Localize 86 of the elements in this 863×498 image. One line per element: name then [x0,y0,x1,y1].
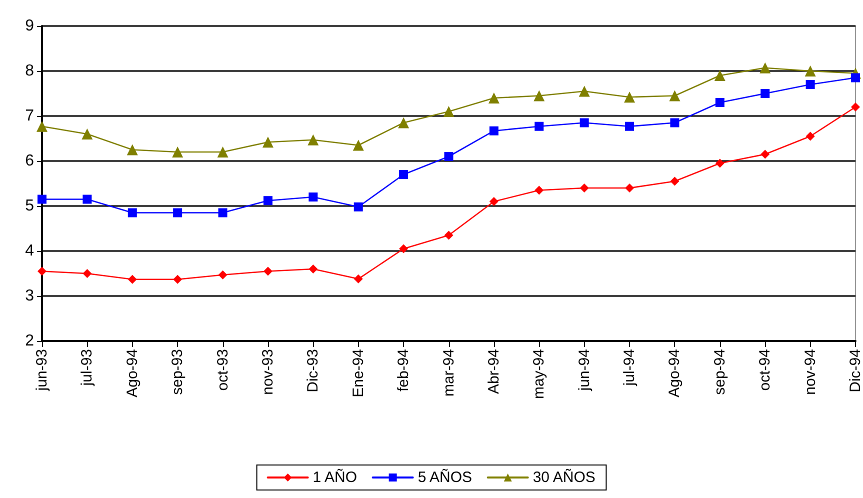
point [851,102,860,112]
point [173,274,182,284]
x-tick-label: jul-93 [78,349,96,387]
point [399,170,408,179]
x-tick-label: sep-93 [169,349,186,395]
point [534,186,544,195]
x-tick-label: oct-94 [756,349,774,391]
x-tick-label: sep-94 [711,349,728,395]
point [38,266,46,276]
point [580,184,589,192]
point [444,230,454,240]
y-tick-label: 2 [25,332,34,350]
x-tick-label: nov-94 [802,349,819,395]
legend-label: 5 AÑOS [418,468,472,486]
point [218,208,228,218]
point [354,202,363,212]
point [851,73,860,82]
point [670,118,680,128]
point [534,122,544,131]
x-tick-label: mar-94 [440,349,458,397]
point [398,117,410,128]
point [489,126,498,136]
point [82,194,92,204]
point [714,70,726,81]
point [36,120,48,132]
point [804,66,816,76]
x-tick-label: oct-93 [214,349,232,391]
legend-label: 1 AÑO [312,468,357,486]
point [534,90,545,102]
x-tick-label: Ago-94 [666,349,684,398]
point [489,197,498,206]
y-tick-label: 7 [25,108,34,124]
y-tick-label: 5 [25,198,34,214]
point [38,194,46,204]
point [218,270,228,280]
point [715,158,724,168]
point [443,106,454,117]
point [263,196,272,206]
x-tick-label: jul-94 [621,349,638,387]
legend-label: 30 AÑOS [532,468,596,486]
point [760,150,770,159]
point [670,176,680,186]
point [444,152,454,161]
point [308,192,318,202]
point [760,62,771,74]
x-tick-label: Ago-94 [124,349,141,398]
point [624,92,636,103]
point [354,274,363,284]
point [308,264,318,274]
point [625,184,634,192]
point [352,140,364,151]
point [578,86,590,97]
point [82,128,93,140]
x-tick-label: jun-93 [34,349,50,392]
point [172,146,184,158]
point [217,146,228,158]
x-tick-label: Abr-94 [485,349,502,394]
point [262,136,274,148]
x-tick-label: Dic-94 [847,349,863,392]
point [580,118,589,128]
x-tick-label: may-94 [530,349,548,400]
point [126,144,138,156]
point [488,92,500,104]
y-tick-label: 4 [25,242,34,260]
x-tick-label: Ene-94 [350,349,367,398]
y-tick-label: 6 [25,152,34,170]
point [173,208,182,218]
point [263,266,272,276]
y-tick-label: 8 [25,62,34,80]
x-tick-label: jun-94 [576,349,593,392]
point [128,274,137,284]
y-tick-label: 9 [25,18,34,34]
point [625,122,634,131]
point [669,90,680,102]
point [715,98,724,107]
point [82,269,92,278]
x-tick-label: Dic-93 [304,349,322,392]
x-tick-label: nov-93 [259,349,276,395]
point [399,244,408,254]
point [806,132,815,141]
point [308,134,319,146]
point [128,208,137,218]
point [760,89,770,98]
y-tick-label: 3 [25,288,34,304]
x-tick-label: feb-94 [395,349,412,392]
point [806,80,815,89]
